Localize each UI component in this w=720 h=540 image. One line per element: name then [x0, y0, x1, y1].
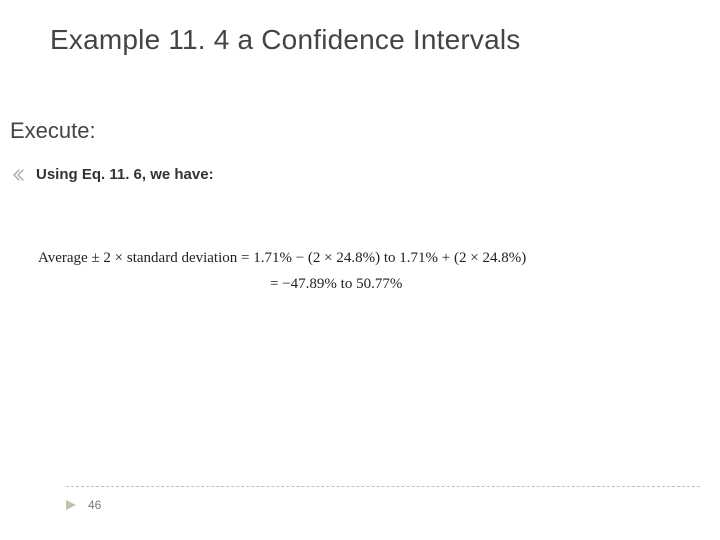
- page-number: 46: [88, 498, 101, 512]
- formula-line-1: Average ± 2 × standard deviation = 1.71%…: [38, 250, 526, 267]
- bullet-item: Using Eq. 11. 6, we have:: [12, 166, 214, 183]
- page-number-region: 46: [66, 498, 101, 512]
- section-subhead: Execute:: [10, 118, 96, 144]
- bullet-text: Using Eq. 11. 6, we have:: [36, 166, 214, 183]
- bullet-icon: [12, 168, 26, 182]
- page-arrow-icon: [66, 500, 78, 510]
- slide-title: Example 11. 4 a Confidence Intervals: [50, 24, 521, 56]
- footer-divider: [66, 486, 700, 487]
- slide: Example 11. 4 a Confidence Intervals Exe…: [0, 0, 720, 540]
- formula-line-2: = −47.89% to 50.77%: [270, 276, 402, 293]
